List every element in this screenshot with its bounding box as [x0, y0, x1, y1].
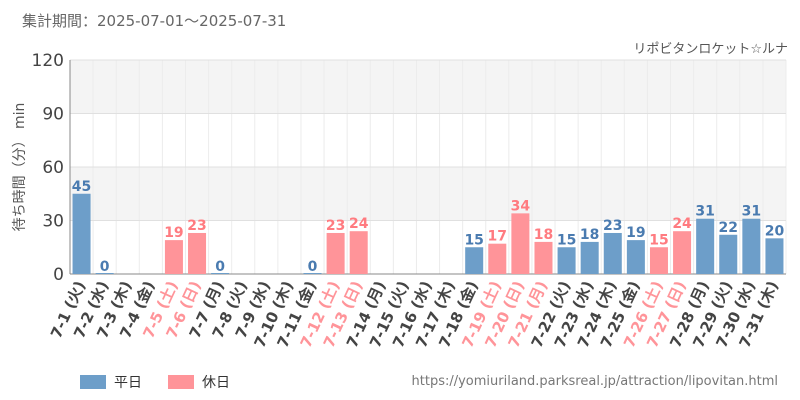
legend-weekday-label: 平日	[114, 375, 142, 391]
bar-20	[511, 213, 530, 274]
bar-27	[673, 231, 692, 274]
bar-30	[742, 218, 761, 274]
y-tick-label: 90	[42, 105, 64, 125]
bar-25	[626, 240, 645, 274]
bar-5	[164, 240, 183, 274]
data-label: 0	[215, 259, 225, 275]
data-label: 15	[464, 232, 483, 248]
data-label: 23	[603, 218, 622, 234]
bar-29	[719, 234, 738, 274]
data-label: 24	[349, 216, 369, 232]
legend-holiday-swatch	[168, 375, 194, 389]
bar-19	[488, 243, 507, 274]
bar-22	[557, 247, 576, 274]
y-axis-label: 待ち時間（分） min	[12, 103, 28, 232]
bar-6	[188, 232, 207, 274]
y-tick-label: 30	[42, 212, 64, 232]
bar-11	[303, 273, 322, 274]
bar-13	[349, 231, 368, 274]
bar-1	[72, 193, 91, 274]
data-label: 0	[308, 259, 318, 275]
data-label: 15	[557, 232, 576, 248]
data-label: 0	[100, 259, 110, 275]
bar-2	[95, 273, 114, 274]
data-label: 23	[326, 218, 345, 234]
data-label: 18	[534, 227, 553, 243]
source-url: https://yomiuriland.parksreal.jp/attract…	[411, 374, 778, 389]
data-label: 19	[164, 225, 183, 241]
attraction-name: リポビタンロケット☆ルナ	[633, 42, 788, 57]
legend: 平日 休日	[80, 372, 256, 392]
bar-12	[326, 232, 345, 274]
legend-weekday-swatch	[80, 375, 106, 389]
data-label: 15	[649, 232, 668, 248]
legend-holiday: 休日	[168, 372, 230, 392]
grid-band	[70, 60, 786, 114]
y-tick-label: 60	[42, 158, 64, 178]
grid-band	[70, 167, 786, 221]
data-label: 31	[695, 204, 714, 220]
bar-24	[603, 232, 622, 274]
data-label: 20	[765, 223, 785, 239]
bar-26	[649, 247, 668, 274]
data-label: 17	[488, 229, 507, 245]
data-label: 24	[672, 216, 692, 232]
data-label: 23	[187, 218, 206, 234]
data-label: 18	[580, 227, 599, 243]
legend-holiday-label: 休日	[202, 375, 230, 391]
bar-18	[465, 247, 484, 274]
data-label: 19	[626, 225, 645, 241]
legend-weekday: 平日	[80, 372, 142, 392]
bar-21	[534, 241, 553, 274]
data-label: 45	[72, 179, 91, 195]
data-label: 22	[719, 220, 738, 236]
bar-7	[211, 273, 230, 274]
data-label: 31	[742, 204, 761, 220]
bar-23	[580, 241, 599, 274]
y-tick-label: 120	[32, 51, 64, 71]
y-tick-label: 0	[53, 265, 64, 285]
period-label: 集計期間：2025-07-01～2025-07-31	[22, 12, 287, 30]
bar-31	[765, 238, 784, 274]
data-label: 34	[511, 198, 531, 214]
bar-28	[696, 218, 715, 274]
